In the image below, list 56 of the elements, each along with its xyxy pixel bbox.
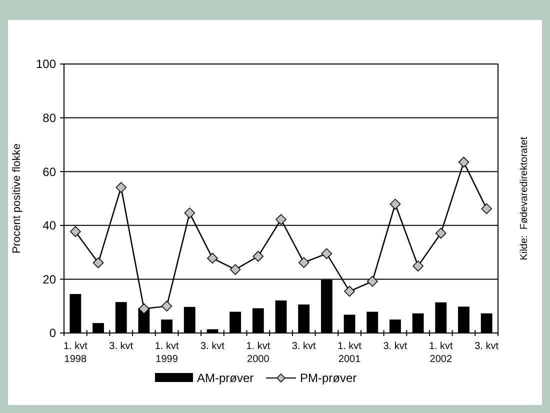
- point: [252, 250, 264, 262]
- x-tick-label: 1. kvt 1999: [154, 341, 179, 365]
- bar: [161, 320, 172, 333]
- y-tick-label: 20: [42, 272, 56, 286]
- y-tick-label: 100: [36, 57, 56, 72]
- bar: [344, 314, 356, 333]
- x-tick-label: 3. kvt: [383, 341, 408, 352]
- x-tick-label: 1. kvt 2000: [246, 341, 270, 365]
- x-tick-label: 1. kvt 1998: [63, 341, 88, 365]
- text: Kilde: Fødevaredirektoratet: [519, 136, 530, 260]
- legend-label: PM-prøver: [300, 371, 357, 386]
- point: [366, 276, 378, 287]
- point: [276, 214, 286, 225]
- point: [92, 257, 104, 268]
- bar: [390, 320, 401, 333]
- y-axis-title: Procent positive flokke: [11, 143, 23, 254]
- point: [184, 208, 196, 218]
- point: [207, 252, 218, 264]
- point: [161, 300, 172, 312]
- bar: [480, 313, 492, 333]
- y-tick-label: 40: [42, 218, 56, 233]
- legend-label: AM-prøver: [197, 371, 254, 386]
- bar: [92, 323, 104, 333]
- y-tick-label: 60: [42, 164, 56, 179]
- x-tick-label: 3. kvt: [292, 341, 316, 352]
- x-tick-label: 1. kvt 2002: [428, 341, 454, 365]
- x-tick-label: 1. kvt 2001: [338, 341, 362, 365]
- point: [390, 198, 401, 210]
- point: [344, 286, 355, 297]
- bar: [70, 294, 82, 333]
- point: [298, 257, 310, 268]
- point: [458, 156, 470, 168]
- bar: [206, 329, 218, 333]
- bar: [275, 300, 287, 333]
- x-tick-label: 3. kvt: [109, 341, 134, 352]
- bar: [435, 302, 447, 333]
- point: [435, 228, 446, 239]
- point: [412, 260, 424, 272]
- y-tick-label: 80: [42, 111, 56, 125]
- x-tick-label: 3. kvt: [474, 341, 499, 352]
- point: [138, 303, 150, 314]
- bar: [115, 302, 127, 333]
- bar: [184, 306, 196, 333]
- bar: [298, 304, 310, 333]
- point: [230, 264, 241, 275]
- point: [70, 226, 81, 237]
- point: [321, 248, 332, 260]
- bar: [230, 312, 242, 333]
- bar: [252, 308, 264, 333]
- bar: [366, 312, 378, 333]
- point: [481, 203, 492, 214]
- y-tick-label: 0: [49, 326, 56, 340]
- bar: [412, 313, 424, 333]
- point: [116, 182, 127, 193]
- x-tick-label: 3. kvt: [200, 341, 225, 352]
- bar: [458, 306, 470, 333]
